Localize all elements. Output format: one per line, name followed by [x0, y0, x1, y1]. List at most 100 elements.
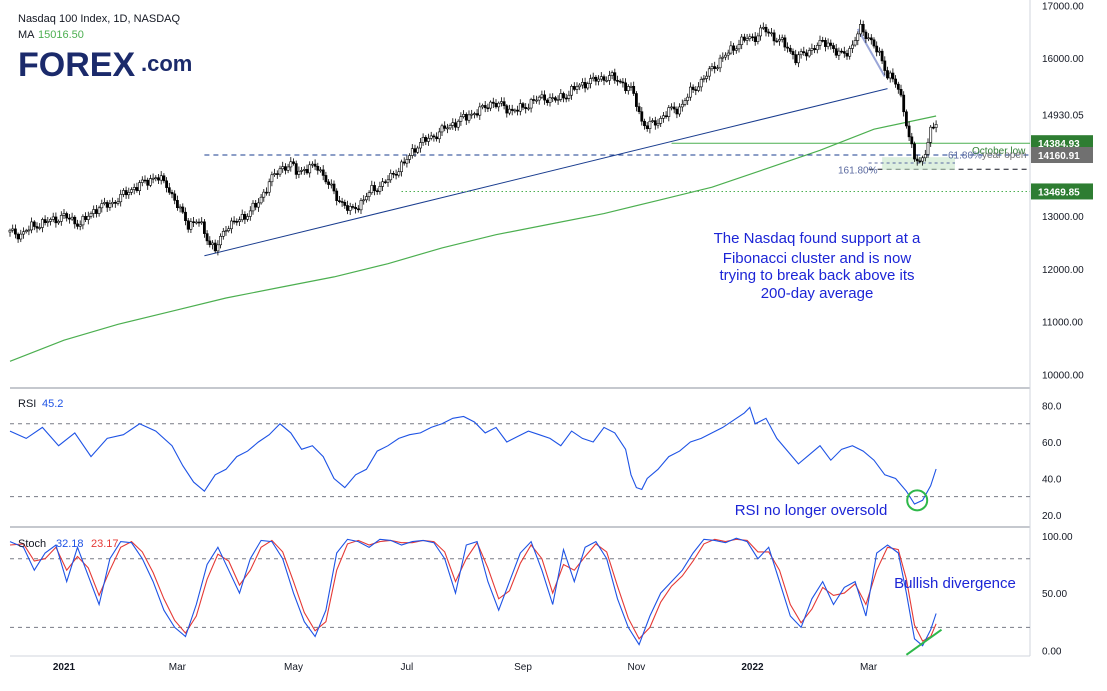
candle-body[interactable] — [173, 193, 177, 201]
candle-body[interactable] — [405, 159, 409, 164]
candle-body[interactable] — [194, 221, 198, 224]
candle-body[interactable] — [410, 148, 414, 156]
candle-body[interactable] — [664, 115, 668, 118]
candle-body[interactable] — [575, 86, 579, 90]
candle-body[interactable] — [886, 70, 889, 79]
divergence-line[interactable] — [905, 628, 943, 656]
candle-body[interactable] — [494, 103, 498, 108]
candle-body[interactable] — [640, 111, 644, 122]
candle-body[interactable] — [675, 108, 679, 115]
candle-body[interactable] — [799, 51, 803, 56]
candle-body[interactable] — [505, 105, 509, 114]
candle-body[interactable] — [529, 99, 533, 109]
candle-body[interactable] — [27, 229, 31, 232]
candle-body[interactable] — [915, 158, 919, 162]
candle-body[interactable] — [197, 221, 201, 224]
candle-body[interactable] — [910, 136, 914, 145]
candle-body[interactable] — [805, 52, 808, 57]
candle-body[interactable] — [154, 177, 158, 179]
drop-trendline[interactable] — [856, 28, 886, 77]
candle-body[interactable] — [740, 36, 744, 45]
candle-body[interactable] — [769, 32, 773, 35]
candle-body[interactable] — [923, 154, 927, 159]
candle-body[interactable] — [97, 207, 101, 214]
candle-body[interactable] — [548, 97, 552, 103]
candle-body[interactable] — [16, 233, 20, 240]
candle-body[interactable] — [149, 178, 152, 186]
candle-body[interactable] — [319, 169, 322, 172]
candle-body[interactable] — [159, 175, 163, 181]
candle-body[interactable] — [267, 181, 271, 193]
candle-body[interactable] — [221, 231, 225, 237]
candle-body[interactable] — [254, 202, 258, 208]
candle-body[interactable] — [316, 165, 320, 171]
candle-body[interactable] — [605, 80, 609, 82]
candle-body[interactable] — [637, 106, 641, 112]
candle-body[interactable] — [688, 86, 692, 98]
candle-body[interactable] — [19, 233, 23, 240]
candle-body[interactable] — [472, 113, 476, 115]
candle-body[interactable] — [176, 200, 179, 209]
candle-body[interactable] — [821, 40, 825, 42]
candle-body[interactable] — [877, 50, 881, 53]
candle-body[interactable] — [246, 216, 250, 220]
candle-body[interactable] — [57, 221, 61, 224]
candle-body[interactable] — [308, 164, 312, 174]
price-pane[interactable] — [10, 0, 1030, 385]
candle-body[interactable] — [462, 114, 466, 118]
candle-body[interactable] — [718, 57, 722, 69]
candle-body[interactable] — [256, 202, 260, 208]
candle-body[interactable] — [11, 228, 15, 231]
candle-body[interactable] — [337, 200, 341, 202]
candle-body[interactable] — [162, 175, 166, 182]
candle-body[interactable] — [224, 230, 228, 233]
candle-body[interactable] — [880, 50, 884, 62]
candle-body[interactable] — [815, 45, 819, 51]
candle-body[interactable] — [761, 26, 765, 29]
candle-body[interactable] — [62, 213, 66, 216]
candle-body[interactable] — [845, 53, 849, 57]
candle-body[interactable] — [535, 99, 538, 102]
candle-body[interactable] — [891, 72, 895, 80]
candle-body[interactable] — [645, 125, 649, 129]
candle-body[interactable] — [24, 230, 28, 233]
candle-body[interactable] — [78, 224, 82, 227]
candle-body[interactable] — [729, 45, 733, 54]
candle-body[interactable] — [89, 213, 93, 217]
candle-body[interactable] — [751, 36, 754, 39]
candle-body[interactable] — [362, 199, 366, 202]
rsi-line[interactable] — [9, 406, 937, 505]
candle-body[interactable] — [853, 40, 857, 46]
candle-body[interactable] — [753, 36, 757, 42]
candle-body[interactable] — [813, 48, 817, 51]
candle-body[interactable] — [648, 120, 652, 129]
candle-body[interactable] — [589, 78, 592, 84]
candle-body[interactable] — [283, 166, 287, 171]
candle-body[interactable] — [192, 221, 196, 223]
candle-body[interactable] — [661, 115, 665, 119]
candle-body[interactable] — [203, 221, 206, 234]
candle-body[interactable] — [248, 210, 252, 217]
candle-body[interactable] — [694, 89, 698, 91]
candle-body[interactable] — [926, 142, 930, 155]
candle-body[interactable] — [551, 97, 555, 99]
candle-body[interactable] — [772, 32, 776, 42]
candle-body[interactable] — [321, 169, 325, 176]
price-level-tag[interactable] — [1031, 183, 1093, 200]
candle-body[interactable] — [86, 215, 90, 220]
candle-body[interactable] — [140, 179, 144, 183]
candle-body[interactable] — [524, 107, 528, 110]
candle-body[interactable] — [570, 85, 574, 96]
candle-body[interactable] — [286, 166, 290, 171]
candle-body[interactable] — [332, 183, 336, 192]
candle-body[interactable] — [632, 86, 636, 94]
candle-body[interactable] — [591, 76, 595, 79]
candle-body[interactable] — [553, 97, 557, 101]
candle-body[interactable] — [103, 202, 106, 204]
ma-200-line[interactable] — [9, 115, 937, 362]
candle-body[interactable] — [335, 190, 339, 201]
candle-body[interactable] — [278, 168, 282, 175]
candle-body[interactable] — [243, 213, 247, 220]
candle-body[interactable] — [46, 221, 50, 223]
candle-body[interactable] — [230, 220, 233, 230]
